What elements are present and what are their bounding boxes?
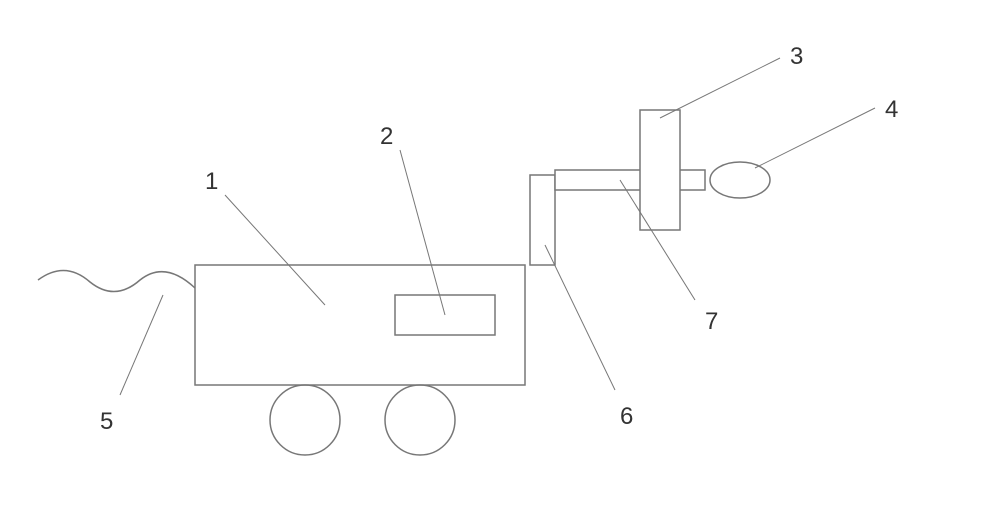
cable-line [38, 270, 195, 291]
schematic-diagram [0, 0, 1000, 511]
label-6: 6 [620, 403, 633, 431]
label-5: 5 [100, 408, 113, 436]
label-4: 4 [885, 96, 898, 124]
label-7: 7 [705, 308, 718, 336]
wheel-left [270, 385, 340, 455]
label-2: 2 [380, 123, 393, 151]
leader-2 [400, 150, 445, 315]
end-effector [710, 162, 770, 198]
leader-5 [120, 295, 163, 395]
leader-3 [660, 58, 780, 118]
label-1: 1 [205, 168, 218, 196]
mounted-module [640, 110, 680, 230]
label-3: 3 [790, 43, 803, 71]
vertical-arm [530, 175, 555, 265]
horizontal-arm [555, 170, 705, 190]
leader-6 [545, 245, 615, 390]
leader-1 [225, 195, 325, 305]
wheel-right [385, 385, 455, 455]
vehicle-body [195, 265, 525, 385]
leader-4 [755, 108, 875, 168]
